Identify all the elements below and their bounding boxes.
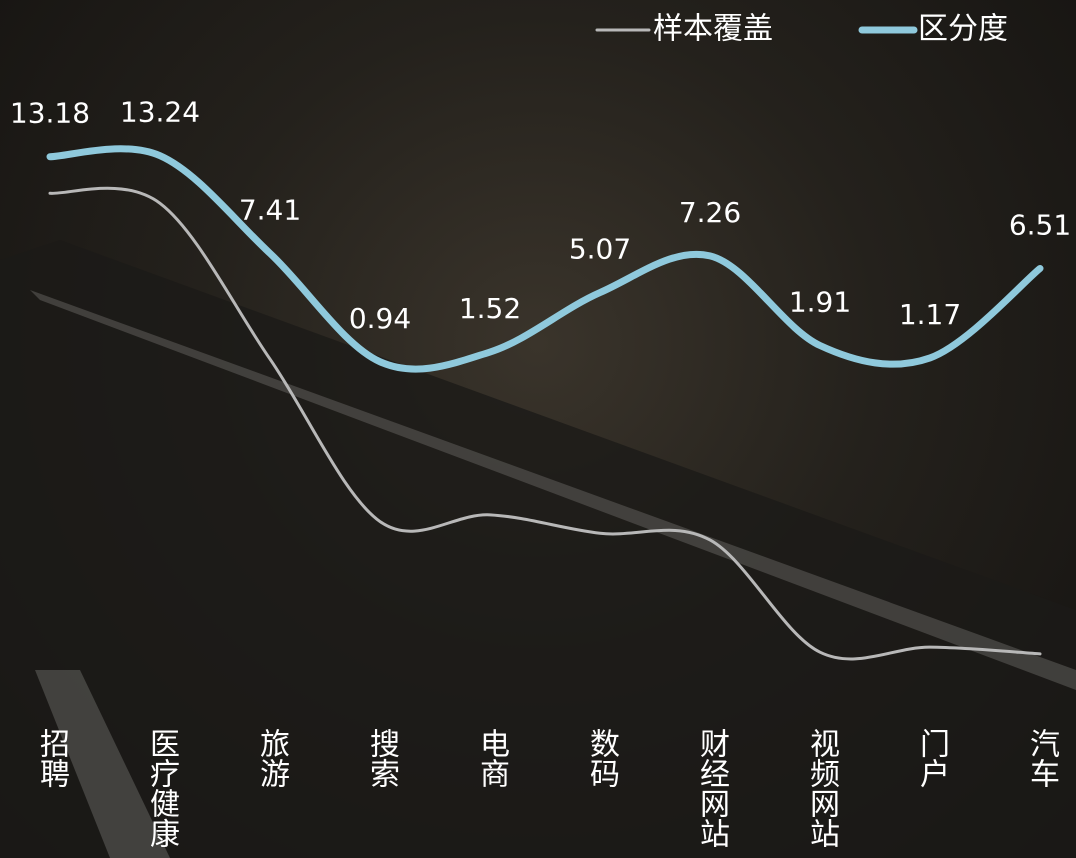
x-tick-label: 电商 [474, 728, 509, 788]
x-tick-label: 医疗健康 [144, 728, 179, 848]
data-label: 7.41 [239, 193, 301, 226]
data-label: 1.91 [789, 286, 851, 319]
x-tick-label: 数码 [584, 728, 619, 788]
x-tick-label: 招聘 [34, 728, 69, 788]
legend-label: 样本覆盖 [653, 12, 773, 47]
series-line [48, 186, 1042, 661]
legend-label: 区分度 [918, 12, 1008, 47]
x-tick-label: 财经网站 [694, 728, 729, 848]
data-label: 13.18 [10, 97, 90, 130]
x-tick-label: 视频网站 [804, 728, 839, 848]
data-label: 7.26 [679, 196, 741, 229]
series-line [46, 145, 1044, 373]
data-label: 13.24 [120, 96, 200, 129]
data-label: 1.17 [899, 298, 961, 331]
x-tick-label: 汽车 [1024, 728, 1059, 788]
data-label: 0.94 [349, 302, 411, 335]
x-tick-label: 搜索 [364, 728, 399, 788]
x-tick-label: 门户 [914, 728, 949, 788]
x-tick-label: 旅游 [254, 728, 289, 788]
data-label: 1.52 [459, 292, 521, 325]
data-label: 5.07 [569, 233, 631, 266]
data-label: 6.51 [1009, 208, 1071, 241]
